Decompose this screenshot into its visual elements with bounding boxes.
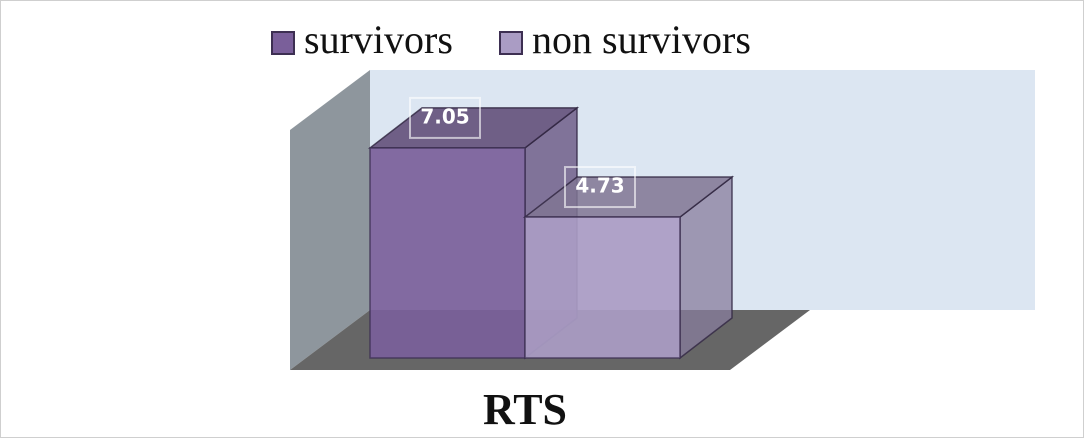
legend-swatch [499,31,523,55]
bar-front [524,216,681,359]
bar [522,175,735,360]
legend-label: non survivors [532,17,751,62]
side-wall [290,70,370,370]
value-box [409,96,481,139]
legend-swatch [271,31,295,55]
value-label: 4.73 [575,174,624,198]
legend-label: survivors [304,17,453,62]
bar-front [369,147,526,359]
value-box [564,166,636,209]
value-label: 7.05 [420,104,469,128]
x-tick-label: RTS [483,385,567,434]
